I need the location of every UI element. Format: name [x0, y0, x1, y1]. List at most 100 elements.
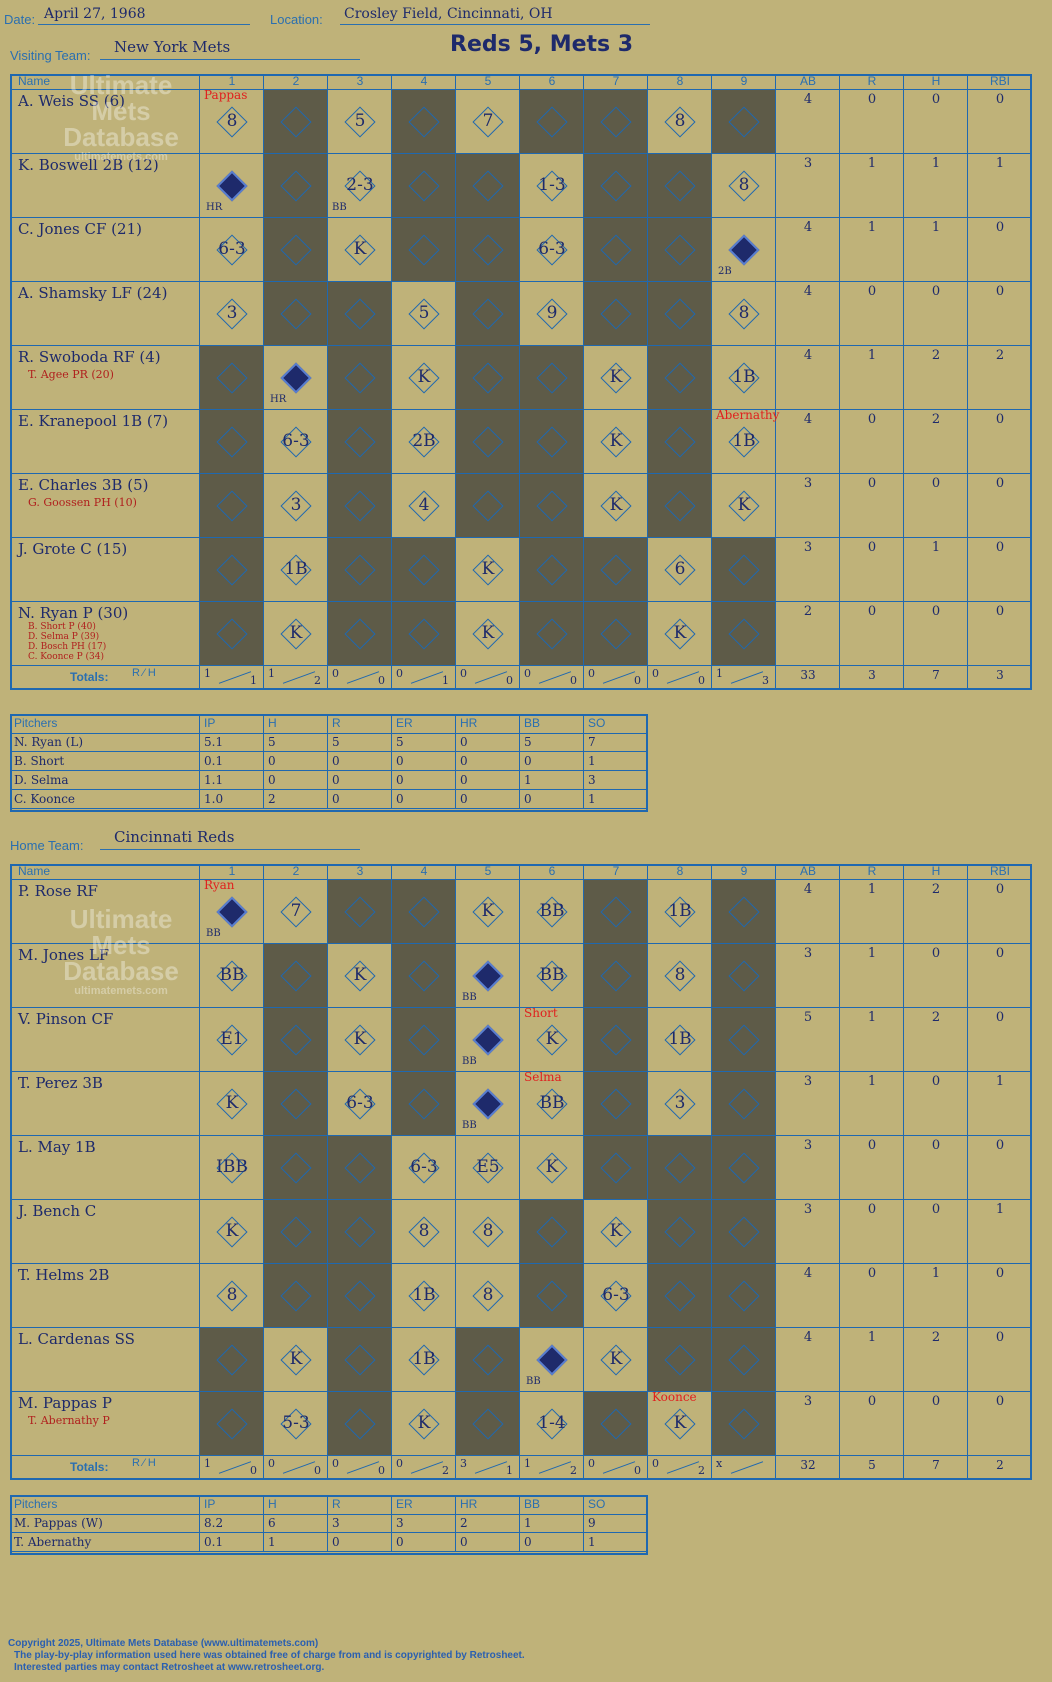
visitors-col-header-label: RBI [989, 74, 1010, 88]
stat-ab: 3 [803, 540, 813, 555]
home-inning-cell [648, 1200, 712, 1264]
visitors-pitcher-cell: 1.0 [200, 790, 264, 809]
inning-runs: 0 [588, 1457, 595, 1470]
home-inning-cell [392, 1008, 456, 1072]
home-col-header: 8 [648, 864, 712, 880]
home-col-header-label: AB [799, 864, 816, 878]
base-diamond-icon [408, 234, 440, 266]
visitors-pitcher-cell: 5 [264, 733, 328, 752]
stat-r: 1 [867, 946, 877, 961]
home-col-header: AB [776, 864, 840, 880]
base-diamond-icon [408, 1024, 440, 1056]
visitors-pitcher-cell: 0 [456, 752, 520, 771]
home-pitcher-header-cell: Pitchers [10, 1495, 200, 1515]
stat-rbi: 0 [995, 284, 1005, 299]
play-result: 1B [732, 431, 756, 451]
play-result: 1-3 [538, 175, 566, 195]
play-result: 8 [226, 111, 238, 131]
visitors-stat-cell: 0 [904, 474, 968, 538]
visitors-inning-cell: 2-3 BB [328, 154, 392, 218]
visitors-pitcher-cell: 5 [520, 733, 584, 752]
home-col-header: 4 [392, 864, 456, 880]
base-diamond-icon [600, 1152, 632, 1184]
pitcher-stat: 1.0 [204, 792, 224, 806]
stat-r: 1 [867, 1010, 877, 1025]
visitors-totals-row: Totals: R ⁄ H [10, 666, 200, 690]
home-inning-cell: K [584, 1200, 648, 1264]
play-result: 2-3 [346, 175, 374, 195]
visitors-col-header: 1 [200, 74, 264, 90]
player-name: K. Boswell 2B (12) [18, 156, 159, 174]
visitors-stat-cell: 2 [904, 346, 968, 410]
home-inning-cell: 6-3 [584, 1264, 648, 1328]
play-result: 6-3 [602, 1285, 630, 1305]
player-name: E. Charles 3B (5) [18, 476, 149, 494]
home-stat-cell: 1 [840, 1072, 904, 1136]
play-result: 1B [668, 901, 692, 921]
inning-hits: 0 [378, 674, 385, 687]
home-player-row: J. Bench C [10, 1200, 200, 1264]
base-diamond-icon [280, 1152, 312, 1184]
visitors-player-row: J. Grote C (15) [10, 538, 200, 602]
visitors-inning-cell [328, 346, 392, 410]
home-player-row: L. Cardenas SS [10, 1328, 200, 1392]
home-inning-cell [712, 1200, 776, 1264]
stat-ab: 3 [803, 156, 813, 171]
retrosheet-contact-line: Interested parties may contact Retroshee… [14, 1662, 325, 1673]
home-inning-cell [648, 1328, 712, 1392]
play-result: 5-3 [282, 1413, 310, 1433]
stat-ab: 5 [803, 1010, 813, 1025]
visitors-pitcher-cell: 3 [584, 771, 648, 790]
home-inning-cell [648, 1264, 712, 1328]
visitors-inning-cell [392, 90, 456, 154]
home-col-header-label: H [931, 864, 941, 878]
visitors-inning-cell: K [584, 474, 648, 538]
base-diamond-icon [216, 618, 248, 650]
visitors-col-header-label: Name [18, 74, 51, 88]
pitcher-stat: 0 [396, 754, 404, 768]
visitors-pitcher-cell: C. Koonce [10, 790, 200, 809]
visitors-inning-cell [200, 346, 264, 410]
visitors-inning-cell [520, 602, 584, 666]
pitcher-change-note: Abernathy [716, 408, 780, 422]
play-result: 4 [418, 495, 430, 515]
player-name: E. Kranepool 1B (7) [18, 412, 169, 430]
base-diamond-icon [216, 1408, 248, 1440]
pitcher-stat: 1 [588, 1535, 596, 1549]
visitors-stat-cell: 2 [968, 346, 1032, 410]
home-totals-row: Totals: R ⁄ H [10, 1456, 200, 1480]
visitors-pitcher-cell: 0 [392, 771, 456, 790]
pitcher-change-note: Pappas [204, 88, 248, 102]
base-diamond-icon [344, 298, 376, 330]
visitors-inning-cell: 3 [264, 474, 328, 538]
home-stat-cell: 0 [968, 944, 1032, 1008]
visitors-inning-cell [392, 538, 456, 602]
watermark-line: Database [63, 956, 179, 986]
stat-r: 0 [867, 284, 877, 299]
visitors-col-header: 6 [520, 74, 584, 90]
base-diamond-icon [600, 106, 632, 138]
base-diamond-icon [216, 896, 248, 928]
visitors-inning-cell [200, 538, 264, 602]
home-col-header: 5 [456, 864, 520, 880]
visitors-inning-cell [456, 474, 520, 538]
play-result: 8 [482, 1285, 494, 1305]
stat-r: 1 [867, 1074, 877, 1089]
home-stat-cell: 3 [776, 1200, 840, 1264]
visitors-stat-cell: 1 [904, 218, 968, 282]
date-underline [38, 24, 250, 25]
visitors-col-header-label: 7 [612, 74, 620, 88]
play-result: 1-4 [538, 1413, 566, 1433]
home-stat-cell: 0 [968, 1264, 1032, 1328]
base-diamond-icon [280, 170, 312, 202]
base-diamond-icon [472, 234, 504, 266]
visitors-col-header: 9 [712, 74, 776, 90]
visitors-stat-cell: 0 [968, 90, 1032, 154]
visitors-inning-cell: K [456, 602, 520, 666]
home-inning-cell: E5 [456, 1136, 520, 1200]
home-col-header: 1 [200, 864, 264, 880]
slash-divider [282, 1461, 316, 1474]
visitors-stat-cell: 0 [968, 410, 1032, 474]
